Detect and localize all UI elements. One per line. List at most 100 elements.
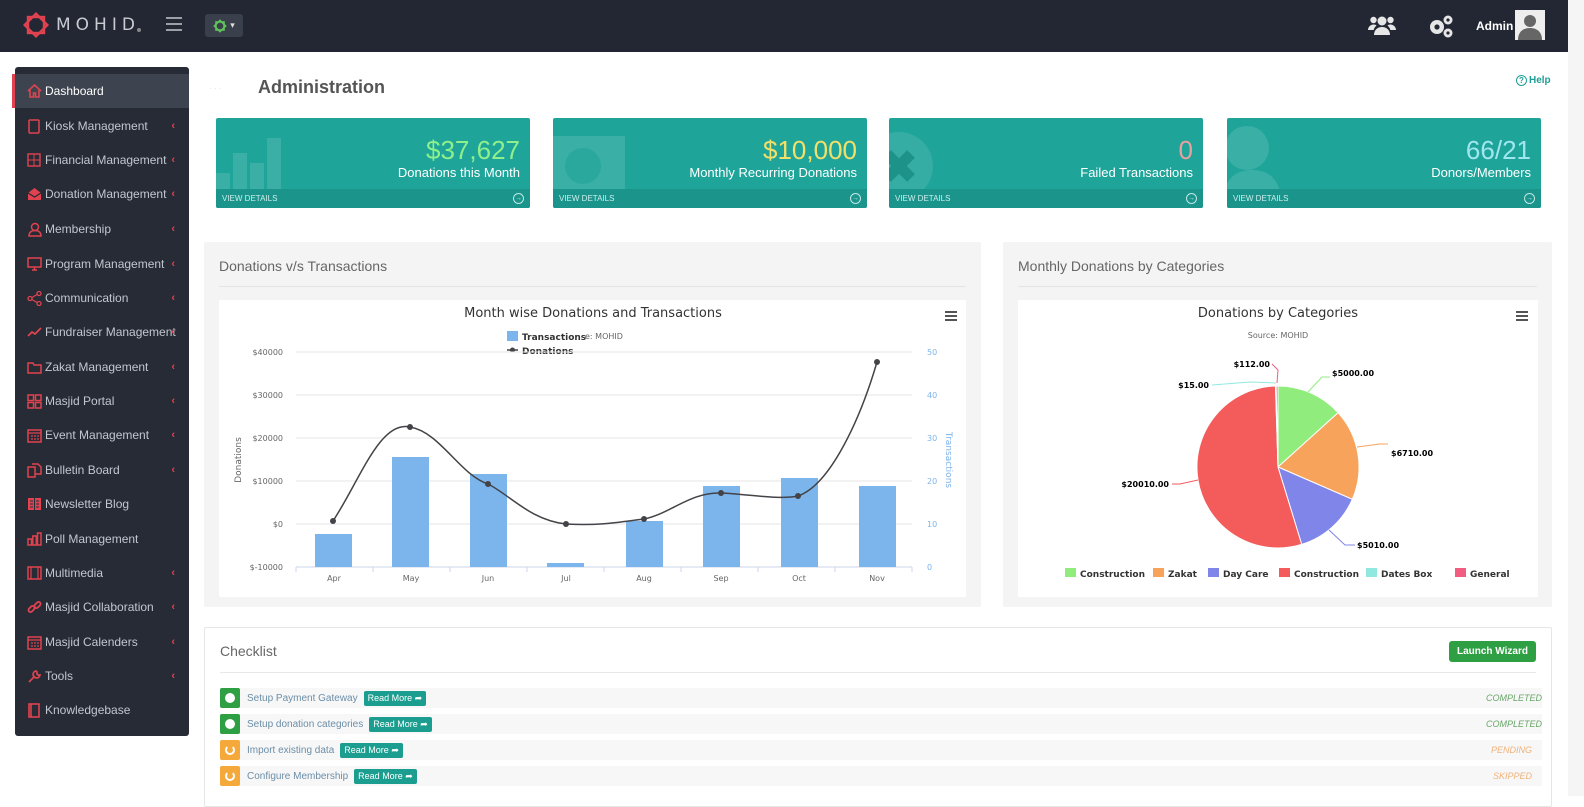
sidebar-item-communication[interactable]: Communication ‹ <box>15 281 189 315</box>
menu-icon[interactable] <box>166 17 182 31</box>
sidebar-item-zakat-management[interactable]: Zakat Management ‹ <box>15 350 189 384</box>
chart-legend[interactable]: Transactions e: MOHID Donations <box>507 331 623 357</box>
combo-chart-svg: Month wise Donations and Transactions Tr… <box>234 306 953 583</box>
checklist-title: Checklist <box>220 643 277 659</box>
svg-text:0: 0 <box>927 563 932 572</box>
view-details-link[interactable]: VIEW DETAILS → <box>889 189 1203 208</box>
chart-subtitle: Source: MOHID <box>1248 331 1308 340</box>
stat-card-recurring-donations[interactable]: $10,000 Monthly Recurring Donations VIEW… <box>553 118 867 208</box>
chart-menu-icon[interactable] <box>945 311 957 321</box>
sidebar-item-multimedia[interactable]: Multimedia ‹ <box>15 556 189 590</box>
sidebar-item-donation-management[interactable]: Donation Management ‹ <box>15 177 189 211</box>
stat-label: Monthly Recurring Donations <box>689 165 857 180</box>
sidebar: Dashboard Kiosk Management ‹ Financial M… <box>12 67 189 736</box>
svg-text:$-10000: $-10000 <box>250 563 283 572</box>
grid-icon <box>26 393 42 409</box>
svg-text:Oct: Oct <box>792 574 806 583</box>
stat-card-donors-members[interactable]: 66/21 Donors/Members VIEW DETAILS → <box>1227 118 1541 208</box>
checklist-item: Import existing data Read More ➦ PENDING <box>220 740 1542 760</box>
users-icon[interactable] <box>1368 13 1396 39</box>
sidebar-item-dashboard[interactable]: Dashboard <box>12 74 189 108</box>
stat-card-donations-month[interactable]: $37,627 Donations this Month VIEW DETAIL… <box>216 118 530 208</box>
view-details-link[interactable]: VIEW DETAILS → <box>216 189 530 208</box>
svg-text:20: 20 <box>927 477 937 486</box>
chevron-left-icon: ‹ <box>171 567 175 579</box>
sidebar-item-masjid-collaboration[interactable]: Masjid Collaboration ‹ <box>15 590 189 624</box>
svg-text:$112.00: $112.00 <box>1234 360 1271 369</box>
view-details-link[interactable]: VIEW DETAILS → <box>553 189 867 208</box>
sidebar-item-financial-management[interactable]: Financial Management ‹ <box>15 143 189 177</box>
panel-title: Monthly Donations by Categories <box>1018 258 1225 274</box>
sidebar-item-program-management[interactable]: Program Management ‹ <box>15 247 189 281</box>
chevron-left-icon: ‹ <box>171 258 175 270</box>
read-more-button[interactable]: Read More ➦ <box>354 768 417 784</box>
svg-text:e: MOHID: e: MOHID <box>585 332 623 341</box>
checklist-item: Setup Payment Gateway Read More ➦ COMPLE… <box>220 688 1542 708</box>
help-link[interactable]: ? Help <box>1516 75 1551 86</box>
donations-vs-transactions-panel: Donations v/s Transactions Month wise Do… <box>204 242 981 607</box>
sidebar-item-tools[interactable]: Tools ‹ <box>15 659 189 693</box>
svg-text:$20000: $20000 <box>252 434 283 443</box>
bar-chart-icon <box>26 531 42 547</box>
chevron-left-icon: ‹ <box>171 429 175 441</box>
chevron-left-icon: ‹ <box>171 361 175 373</box>
calendar-icon <box>26 427 42 443</box>
sidebar-item-event-management[interactable]: Event Management ‹ <box>15 418 189 452</box>
svg-text:40: 40 <box>927 391 937 400</box>
sidebar-item-poll-management[interactable]: Poll Management <box>15 522 189 556</box>
sidebar-item-membership[interactable]: Membership ‹ <box>15 212 189 246</box>
svg-text:$5000.00: $5000.00 <box>1332 369 1374 378</box>
sidebar-item-newsletter-blog[interactable]: Newsletter Blog <box>15 487 189 521</box>
svg-text:$30000: $30000 <box>252 391 283 400</box>
pending-icon <box>220 766 240 786</box>
sidebar-item-label: Zakat Management <box>45 360 149 374</box>
pie-slices[interactable] <box>1196 385 1360 549</box>
help-icon: ? <box>1516 75 1527 86</box>
svg-text:10: 10 <box>927 520 937 529</box>
sidebar-item-kiosk-management[interactable]: Kiosk Management ‹ <box>15 109 189 143</box>
sidebar-item-label: Tools <box>45 669 74 683</box>
share-arrow-icon: ➦ <box>414 692 423 703</box>
checklist-item: Setup donation categories Read More ➦ CO… <box>220 714 1542 734</box>
read-more-button[interactable]: Read More ➦ <box>340 742 403 758</box>
monitor-icon <box>26 256 42 272</box>
svg-text:$40000: $40000 <box>252 348 283 357</box>
chart-title: Month wise Donations and Transactions <box>464 306 722 321</box>
stat-label: Donations this Month <box>397 165 520 180</box>
avatar[interactable] <box>1515 10 1545 40</box>
transactions-bars <box>315 457 896 567</box>
chart-menu-icon[interactable] <box>1516 311 1528 321</box>
completed-icon <box>220 688 240 708</box>
stat-card-failed-transactions[interactable]: 0 Failed Transactions VIEW DETAILS → <box>889 118 1203 208</box>
sidebar-item-masjid-calenders[interactable]: Masjid Calenders ‹ <box>15 625 189 659</box>
chevron-left-icon: ‹ <box>171 120 175 132</box>
arrow-circle-right-icon: → <box>513 193 524 204</box>
sidebar-item-label: Fundraiser Management <box>45 325 176 339</box>
film-icon <box>26 565 42 581</box>
user-name[interactable]: Admin <box>1476 19 1514 33</box>
share-arrow-icon: ➦ <box>391 744 399 755</box>
sidebar-item-knowledgebase[interactable]: Knowledgebase <box>15 693 189 727</box>
settings-icon[interactable] <box>1427 13 1455 39</box>
sidebar-item-label: Masjid Portal <box>45 394 115 408</box>
share-arrow-icon: ➦ <box>420 718 428 729</box>
chart-title: Donations by Categories <box>1198 306 1358 321</box>
home-icon <box>26 83 42 99</box>
sidebar-item-bulletin-board[interactable]: Bulletin Board ‹ <box>15 453 189 487</box>
sidebar-item-label: Bulletin Board <box>45 463 120 477</box>
brand-logo[interactable]: MOHID <box>22 11 141 39</box>
launch-wizard-button[interactable]: Launch Wizard <box>1448 641 1536 662</box>
money-icon <box>553 136 625 196</box>
quick-actions-dropdown[interactable]: ▾ <box>205 14 243 37</box>
svg-text:Jul: Jul <box>560 574 571 583</box>
chevron-left-icon: ‹ <box>171 636 175 648</box>
pie-legend[interactable]: Construction Zakat Day Care Construction… <box>1065 568 1510 580</box>
view-details-link[interactable]: VIEW DETAILS → <box>1227 189 1541 208</box>
read-more-button[interactable]: Read More ➦ <box>369 716 432 732</box>
status-badge: SKIPPED <box>1492 771 1532 781</box>
status-badge: COMPLETED <box>1485 693 1542 703</box>
sidebar-item-fundraiser-management[interactable]: Fundraiser Management ‹ <box>15 315 189 349</box>
sidebar-item-masjid-portal[interactable]: Masjid Portal ‹ <box>15 384 189 418</box>
page-scrollbar[interactable] <box>1568 0 1584 796</box>
read-more-button[interactable]: Read More ➦ <box>363 690 427 706</box>
